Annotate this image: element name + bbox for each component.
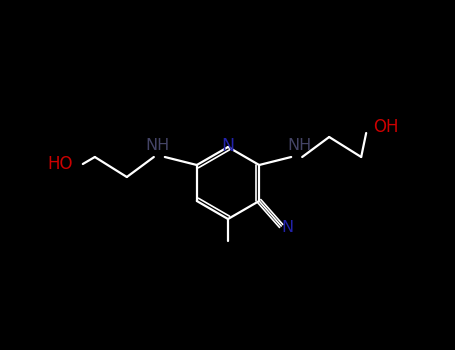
Text: HO: HO [47, 155, 73, 173]
Text: NH: NH [287, 138, 311, 153]
Text: NH: NH [146, 138, 170, 153]
Text: N: N [222, 137, 235, 155]
Text: OH: OH [373, 118, 399, 136]
Text: N: N [281, 220, 293, 236]
